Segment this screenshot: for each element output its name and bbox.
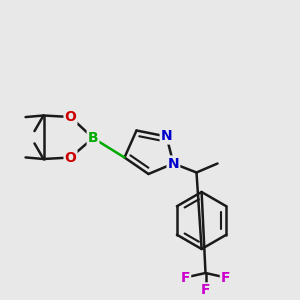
Text: F: F [201,284,210,297]
Text: O: O [64,110,76,124]
Text: F: F [221,271,230,284]
Text: F: F [181,271,190,284]
Text: O: O [64,151,76,164]
Text: N: N [168,157,179,170]
Text: N: N [161,130,172,143]
Text: B: B [88,131,98,145]
